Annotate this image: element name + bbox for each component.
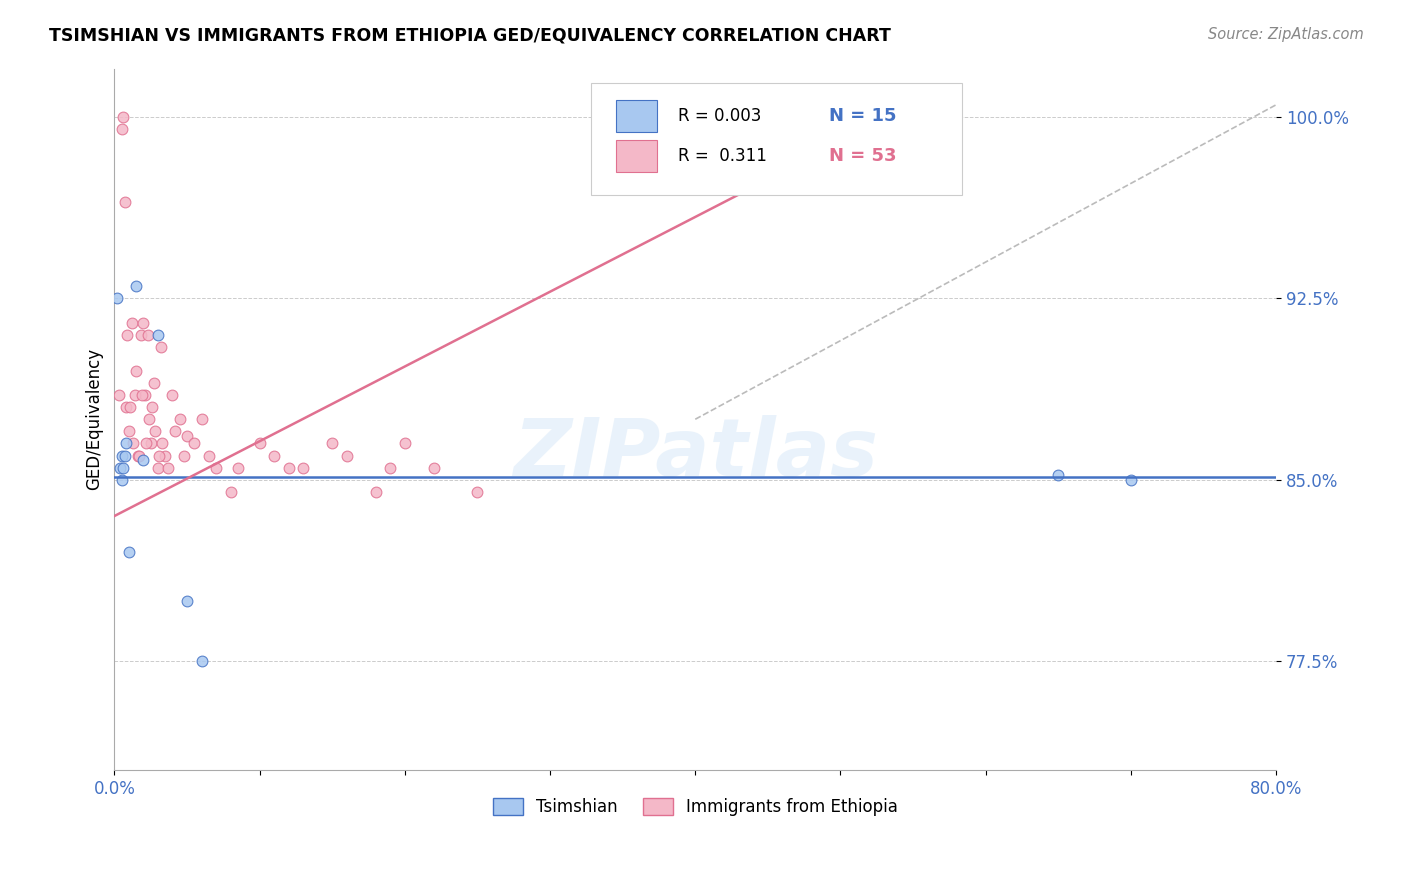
Text: N = 15: N = 15 <box>830 107 897 125</box>
Point <box>148 449 170 463</box>
Point <box>107 388 129 402</box>
Point <box>115 436 138 450</box>
Point <box>111 122 134 136</box>
Point <box>292 460 315 475</box>
Point <box>394 436 416 450</box>
Point <box>114 449 136 463</box>
Point <box>190 412 212 426</box>
Point <box>176 593 198 607</box>
Point <box>146 460 169 475</box>
Point <box>146 327 169 342</box>
Point <box>111 473 134 487</box>
Point <box>336 449 359 463</box>
Point <box>127 449 149 463</box>
Point <box>122 436 145 450</box>
Point <box>125 279 148 293</box>
Point <box>226 460 249 475</box>
Text: R =  0.311: R = 0.311 <box>678 147 766 165</box>
Point <box>135 436 157 450</box>
Point <box>1119 473 1142 487</box>
Point <box>263 449 285 463</box>
Point <box>1047 467 1070 482</box>
Point <box>157 460 180 475</box>
Text: ZIPatlas: ZIPatlas <box>513 416 877 493</box>
Point <box>139 436 162 450</box>
Point <box>364 484 387 499</box>
Point <box>105 291 128 305</box>
Point <box>118 425 141 439</box>
Point <box>114 194 136 209</box>
Point <box>120 400 142 414</box>
Point <box>190 654 212 668</box>
Point <box>110 460 132 475</box>
Point <box>143 425 166 439</box>
Point <box>142 376 165 390</box>
Point <box>128 449 150 463</box>
Point <box>249 436 271 450</box>
Point <box>112 460 135 475</box>
Point <box>132 453 155 467</box>
Point <box>183 436 205 450</box>
Point <box>380 460 402 475</box>
Point <box>149 340 172 354</box>
FancyBboxPatch shape <box>616 100 657 132</box>
Text: R = 0.003: R = 0.003 <box>678 107 761 125</box>
Point <box>321 436 343 450</box>
Point <box>277 460 299 475</box>
FancyBboxPatch shape <box>616 140 657 171</box>
Point <box>141 400 163 414</box>
Y-axis label: GED/Equivalency: GED/Equivalency <box>86 348 103 491</box>
Point <box>132 316 155 330</box>
Legend: Tsimshian, Immigrants from Ethiopia: Tsimshian, Immigrants from Ethiopia <box>484 790 907 825</box>
Point <box>169 412 191 426</box>
Point <box>173 449 195 463</box>
Point <box>219 484 242 499</box>
Point <box>138 412 160 426</box>
Point <box>136 327 159 342</box>
Point <box>115 400 138 414</box>
Point <box>205 460 228 475</box>
Point <box>165 425 187 439</box>
Point <box>125 364 148 378</box>
Point <box>118 545 141 559</box>
Text: N = 53: N = 53 <box>830 147 897 165</box>
Point <box>124 388 146 402</box>
Point <box>117 327 139 342</box>
Point <box>467 484 489 499</box>
Point <box>129 327 152 342</box>
Point <box>423 460 446 475</box>
Point <box>150 436 173 450</box>
Point <box>131 388 153 402</box>
Text: Source: ZipAtlas.com: Source: ZipAtlas.com <box>1208 27 1364 42</box>
Point <box>176 429 198 443</box>
Point <box>121 316 143 330</box>
Point <box>198 449 221 463</box>
Point <box>162 388 184 402</box>
Point <box>111 449 134 463</box>
Text: TSIMSHIAN VS IMMIGRANTS FROM ETHIOPIA GED/EQUIVALENCY CORRELATION CHART: TSIMSHIAN VS IMMIGRANTS FROM ETHIOPIA GE… <box>49 27 891 45</box>
Point <box>155 449 177 463</box>
Point <box>134 388 156 402</box>
Point <box>112 110 135 124</box>
FancyBboxPatch shape <box>591 83 963 194</box>
